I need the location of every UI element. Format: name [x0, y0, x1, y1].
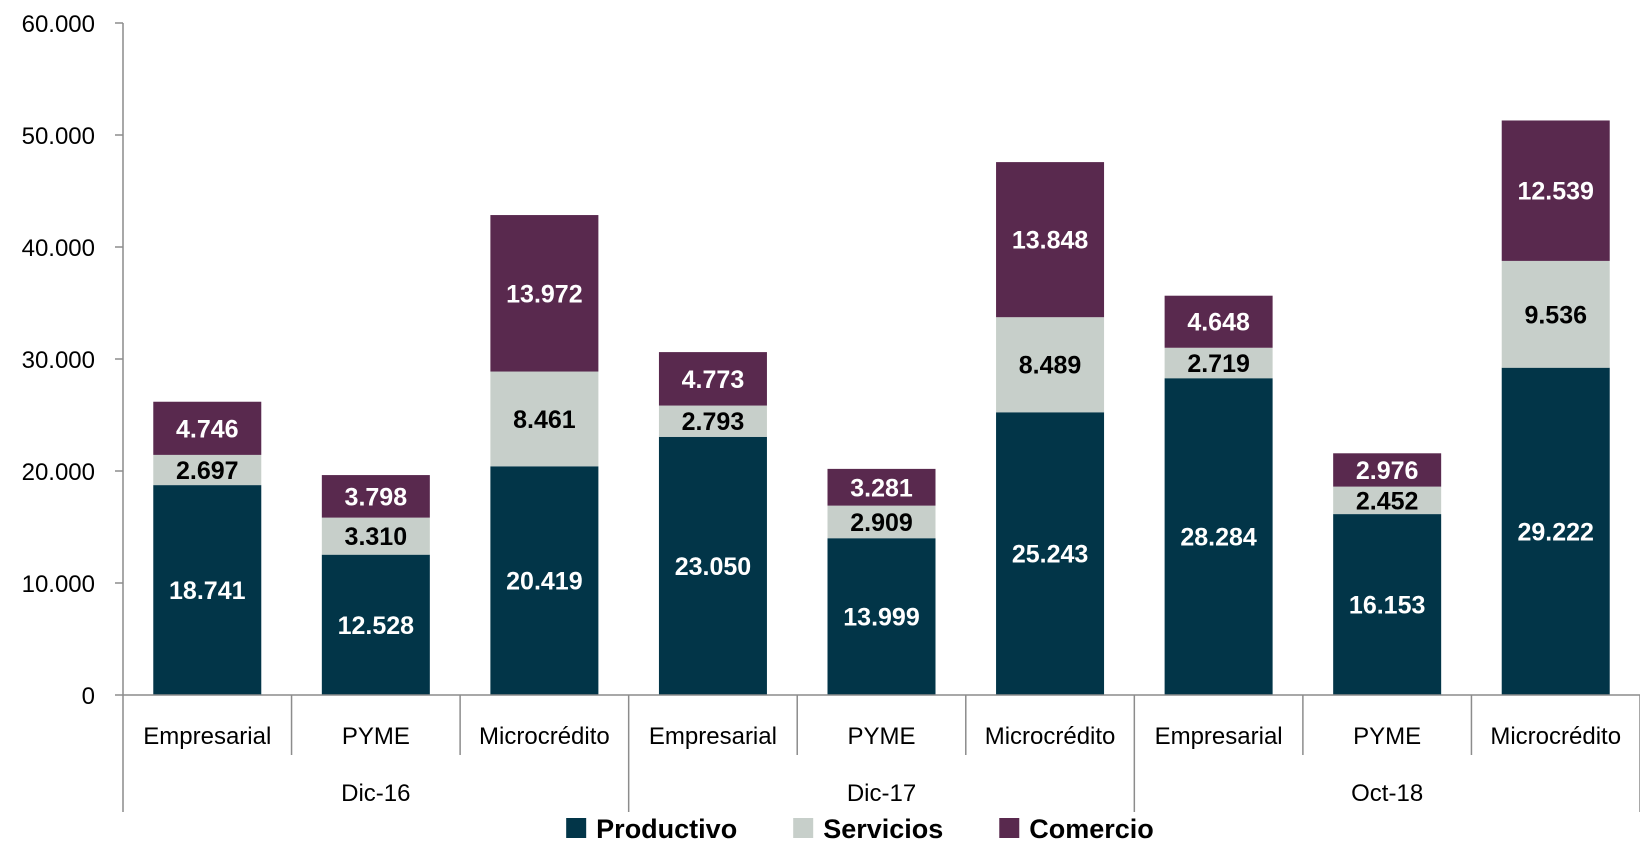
data-label-comercio: 4.773: [682, 366, 745, 394]
x-category-label: PYME: [847, 723, 915, 750]
data-label-comercio: 4.746: [176, 415, 239, 443]
legend-swatch-servicios: [793, 818, 814, 838]
data-label-servicios: 8.489: [1019, 352, 1082, 380]
bar-segment-comercio: [658, 352, 767, 406]
bar-segment-servicios: [153, 454, 262, 486]
bar-segment-productivo: [996, 412, 1105, 695]
data-label-comercio: 13.972: [506, 280, 582, 308]
x-category-label: Empresarial: [649, 723, 777, 750]
data-label-comercio: 3.798: [345, 483, 408, 511]
data-label-productivo: 28.284: [1180, 524, 1257, 552]
bar-segment-servicios: [1501, 260, 1610, 368]
bars: 18.741 2.697 4.746 12.528 3.310 3.798 20.419 8.…: [153, 120, 1610, 695]
bar-segment-comercio: [490, 215, 599, 372]
legend-swatch-productivo: [566, 818, 587, 838]
bar-segment-servicios: [1164, 347, 1273, 379]
bar-segment-productivo: [1164, 378, 1273, 695]
y-tick-label: 50.000: [22, 123, 95, 150]
x-category-label: Microcrédito: [1490, 723, 1621, 750]
bar-segment-productivo: [658, 436, 767, 695]
data-label-productivo: 18.741: [169, 577, 246, 605]
bar-segment-productivo: [153, 485, 262, 695]
data-label-servicios: 3.310: [345, 523, 408, 551]
legend: Productivo Servicios Comercio: [566, 814, 1154, 844]
data-label-productivo: 23.050: [675, 553, 751, 581]
bar-segment-productivo: [321, 554, 430, 695]
legend-swatch-comercio: [999, 818, 1020, 838]
x-category-label: Microcrédito: [479, 723, 610, 750]
bar-segment-comercio: [996, 162, 1105, 318]
data-label-productivo: 29.222: [1517, 518, 1593, 546]
x-category-label: Microcrédito: [985, 723, 1116, 750]
bar-segment-servicios: [490, 371, 599, 467]
bar-segment-productivo: [1333, 514, 1442, 695]
data-label-comercio: 12.539: [1517, 178, 1593, 206]
y-tick-label: 60.000: [22, 11, 95, 38]
bar-segment-servicios: [321, 517, 430, 555]
x-category-label: PYME: [342, 723, 410, 750]
data-label-comercio: 2.976: [1356, 457, 1419, 485]
bar-segment-servicios: [1333, 486, 1442, 515]
data-label-productivo: 20.419: [506, 568, 582, 596]
y-tick-label: 30.000: [22, 347, 95, 374]
bar-segment-comercio: [321, 475, 430, 518]
data-label-comercio: 13.848: [1012, 227, 1089, 255]
data-label-servicios: 8.461: [513, 406, 576, 434]
data-label-servicios: 2.909: [850, 509, 913, 537]
x-category-label: Empresarial: [1155, 723, 1283, 750]
legend-label-productivo: Productivo: [596, 814, 737, 844]
legend-label-servicios: Servicios: [823, 814, 943, 844]
x-group-label: Oct-18: [1351, 780, 1423, 807]
bar-segment-comercio: [827, 468, 936, 506]
data-label-comercio: 4.648: [1187, 309, 1250, 337]
data-label-productivo: 12.528: [338, 612, 415, 640]
x-axis: Empresarial PYME Microcrédito Empresarial PY…: [123, 694, 1640, 812]
bar-segment-comercio: [1501, 120, 1610, 261]
data-label-servicios: 2.452: [1356, 487, 1419, 515]
bar-segment-servicios: [996, 317, 1105, 413]
data-label-servicios: 9.536: [1524, 301, 1587, 329]
x-group-label: Dic-16: [341, 780, 410, 807]
bar-segment-comercio: [153, 401, 262, 455]
y-axis: 0 10.000 20.000 30.000 40.000 50.000 60.000: [22, 11, 124, 812]
data-label-productivo: 25.243: [1012, 541, 1088, 569]
y-tick-label: 40.000: [22, 235, 95, 262]
bar-segment-productivo: [1501, 367, 1610, 695]
x-category-label: Empresarial: [143, 723, 271, 750]
data-label-comercio: 3.281: [850, 474, 913, 502]
x-category-label: PYME: [1353, 723, 1421, 750]
data-label-servicios: 2.719: [1187, 350, 1250, 378]
x-group-label: Dic-17: [847, 780, 916, 807]
y-tick-label: 10.000: [22, 571, 95, 598]
bar-segment-servicios: [827, 505, 936, 539]
data-label-servicios: 2.697: [176, 457, 239, 485]
data-label-productivo: 13.999: [843, 604, 919, 632]
bar-segment-productivo: [490, 466, 599, 695]
bar-segment-comercio: [1164, 295, 1273, 348]
data-label-servicios: 2.793: [682, 408, 745, 436]
legend-label-comercio: Comercio: [1029, 814, 1154, 844]
data-label-productivo: 16.153: [1349, 592, 1425, 620]
y-tick-label: 20.000: [22, 459, 95, 486]
y-tick-label: 0: [82, 683, 95, 710]
bar-segment-comercio: [1333, 453, 1442, 487]
bar-segment-servicios: [658, 405, 767, 437]
bar-segment-productivo: [827, 538, 936, 695]
